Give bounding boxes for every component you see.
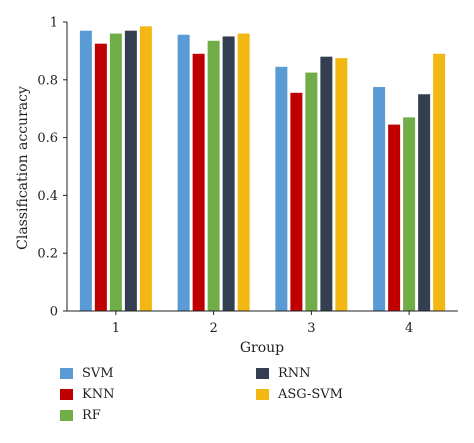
legend-swatch	[256, 367, 269, 379]
bar-rf-group-4	[403, 117, 416, 312]
bar-asg-svm-group-4	[433, 53, 446, 311]
bar-svm-group-2	[177, 34, 190, 311]
bar-rf-group-1	[109, 33, 122, 312]
legend-label: KNN	[82, 386, 115, 402]
bar-rnn-group-4	[418, 94, 431, 311]
legend-label: RNN	[278, 365, 311, 381]
legend-item-knn: KNN	[60, 385, 114, 403]
y-axis-label: Classification accuracy	[15, 86, 31, 250]
bar-asg-svm-group-1	[139, 26, 152, 312]
bars-group	[79, 26, 446, 312]
bar-knn-group-3	[290, 92, 303, 312]
bar-knn-group-2	[192, 53, 205, 311]
legend-swatch	[256, 388, 269, 400]
y-tick-label: 0.6	[37, 131, 58, 146]
y-ticks-group: 0 0.2 0.4 0.6 0.8 1	[37, 16, 67, 320]
x-tick-label: 3	[307, 321, 315, 336]
y-tick-label: 0	[50, 305, 58, 320]
bar-rnn-group-2	[222, 36, 235, 311]
legend-item-rf: RF	[60, 406, 101, 424]
axes-group	[66, 22, 458, 312]
legend: SVM KNN RF RNN ASG-SVM	[60, 364, 420, 434]
bar-svm-group-4	[373, 87, 386, 312]
bar-knn-group-1	[94, 43, 107, 312]
bar-svm-group-1	[79, 30, 92, 311]
x-tick-label: 4	[405, 321, 413, 336]
bar-rnn-group-1	[124, 30, 137, 311]
bar-rf-group-3	[305, 72, 318, 311]
bar-svm-group-3	[275, 66, 288, 311]
bar-rf-group-2	[207, 40, 220, 311]
y-tick-label: 0.8	[37, 73, 58, 88]
bar-rnn-group-3	[320, 56, 333, 312]
x-tick-label: 1	[112, 321, 120, 336]
bar-asg-svm-group-2	[237, 33, 250, 312]
legend-label: SVM	[82, 365, 114, 381]
legend-swatch	[60, 388, 73, 400]
legend-item-rnn: RNN	[256, 364, 311, 382]
bar-knn-group-4	[388, 124, 401, 311]
legend-label: RF	[82, 407, 101, 423]
y-tick-label: 0.4	[37, 189, 58, 204]
legend-swatch	[60, 367, 73, 379]
legend-item-asg-svm: ASG-SVM	[256, 385, 343, 403]
legend-item-svm: SVM	[60, 364, 114, 382]
x-ticks-group: 1 2 3 4	[112, 311, 413, 336]
y-tick-label: 1	[50, 16, 58, 31]
y-tick-label: 0.2	[37, 247, 58, 262]
x-tick-label: 2	[209, 321, 217, 336]
x-axis-label: Group	[240, 340, 284, 356]
bar-asg-svm-group-3	[335, 58, 348, 311]
legend-label: ASG-SVM	[278, 386, 343, 402]
legend-swatch	[60, 409, 73, 421]
